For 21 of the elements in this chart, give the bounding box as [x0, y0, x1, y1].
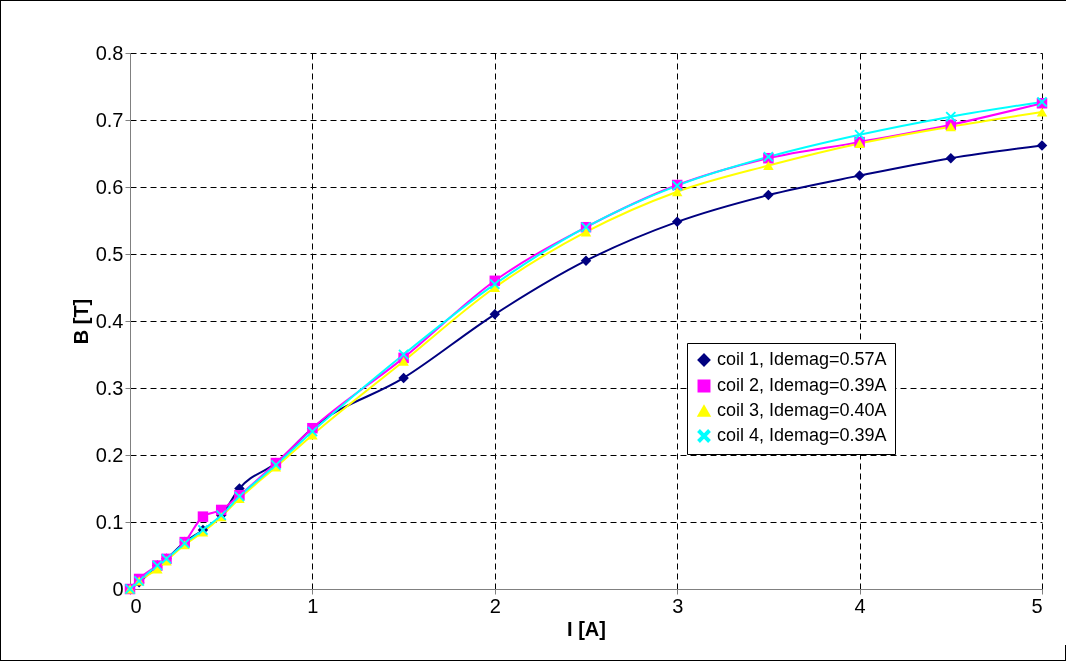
x-tick-label: 5: [1031, 594, 1043, 617]
y-tick-label: 0.1: [95, 510, 124, 533]
y-tick-label: 0.7: [95, 108, 124, 131]
legend-label: coil 2, Idemag=0.39A: [717, 375, 887, 395]
y-tick-label: 0.6: [95, 175, 124, 198]
y-tick-label: 0.4: [95, 309, 124, 332]
y-tick-label: 0.2: [95, 443, 124, 466]
x-tick-label: 0: [130, 594, 142, 617]
x-tick-label: 3: [672, 594, 684, 617]
y-axis-title: B [T]: [69, 298, 92, 345]
legend-label: coil 1, Idemag=0.57A: [717, 349, 887, 369]
y-tick-label: 0.5: [95, 242, 124, 265]
y-tick-label: 0.8: [95, 41, 124, 64]
x-tick-label: 4: [854, 594, 866, 617]
x-tick-label: 1: [307, 594, 319, 617]
x-tick-label: 2: [489, 594, 501, 617]
legend-label: coil 4, Idemag=0.39A: [717, 425, 887, 445]
y-tick-label: 0: [112, 577, 124, 600]
y-tick-label: 0.3: [95, 376, 124, 399]
legend-label: coil 3, Idemag=0.40A: [717, 400, 887, 420]
x-axis-title: I [A]: [567, 617, 606, 640]
